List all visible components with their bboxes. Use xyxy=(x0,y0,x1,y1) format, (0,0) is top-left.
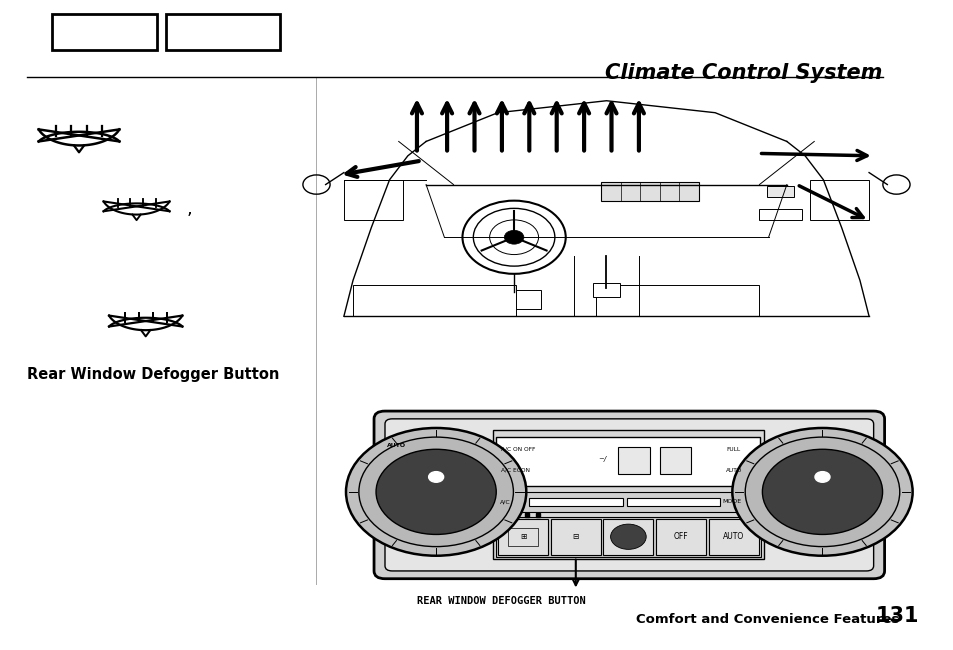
Bar xyxy=(51,14,156,50)
Bar xyxy=(758,209,801,220)
Bar xyxy=(809,180,868,220)
Circle shape xyxy=(375,449,496,534)
Text: 131: 131 xyxy=(875,606,918,626)
Text: AUTO: AUTO xyxy=(722,532,743,541)
Text: ,: , xyxy=(187,200,193,218)
Text: REAR WINDOW DEFOGGER BUTTON: REAR WINDOW DEFOGGER BUTTON xyxy=(416,595,585,606)
Text: A/C: A/C xyxy=(499,499,510,504)
Bar xyxy=(496,437,760,486)
Text: MODE: MODE xyxy=(721,499,740,504)
Text: ~/: ~/ xyxy=(598,456,605,462)
Bar xyxy=(603,519,653,554)
Bar xyxy=(486,290,540,309)
Bar xyxy=(497,519,548,554)
Bar xyxy=(595,285,758,317)
Bar xyxy=(353,285,516,317)
Circle shape xyxy=(814,472,829,482)
Text: A/C ON OFF: A/C ON OFF xyxy=(500,447,535,452)
Text: OFF: OFF xyxy=(673,532,688,541)
Bar xyxy=(529,498,622,506)
Bar xyxy=(708,519,758,554)
Bar xyxy=(766,187,793,197)
Bar xyxy=(626,498,720,506)
Circle shape xyxy=(428,472,443,482)
Text: AUTO: AUTO xyxy=(725,468,741,473)
Bar xyxy=(495,517,760,556)
Bar xyxy=(495,492,760,512)
FancyBboxPatch shape xyxy=(374,411,883,578)
Bar xyxy=(600,182,699,202)
Text: FULL: FULL xyxy=(725,447,740,452)
Circle shape xyxy=(610,524,645,549)
Bar xyxy=(592,283,619,297)
Text: ⊞: ⊞ xyxy=(519,532,526,541)
Circle shape xyxy=(732,428,912,556)
Circle shape xyxy=(761,449,882,534)
Circle shape xyxy=(744,437,899,547)
Text: ⊟: ⊟ xyxy=(572,532,578,541)
FancyBboxPatch shape xyxy=(385,419,873,571)
Bar xyxy=(493,430,763,559)
Bar xyxy=(508,528,537,546)
Bar xyxy=(659,447,691,474)
Text: AUTO: AUTO xyxy=(386,443,405,448)
Bar xyxy=(618,447,649,474)
Bar xyxy=(343,180,403,220)
Circle shape xyxy=(358,437,513,547)
Text: Climate Control System: Climate Control System xyxy=(605,63,882,83)
Circle shape xyxy=(504,230,523,244)
Text: Rear Window Defogger Button: Rear Window Defogger Button xyxy=(27,367,279,382)
Bar xyxy=(550,519,600,554)
Bar xyxy=(656,519,705,554)
Bar xyxy=(166,14,279,50)
Text: A/C ECON: A/C ECON xyxy=(500,468,530,473)
Text: Comfort and Convenience Features: Comfort and Convenience Features xyxy=(636,613,899,626)
Circle shape xyxy=(346,428,526,556)
